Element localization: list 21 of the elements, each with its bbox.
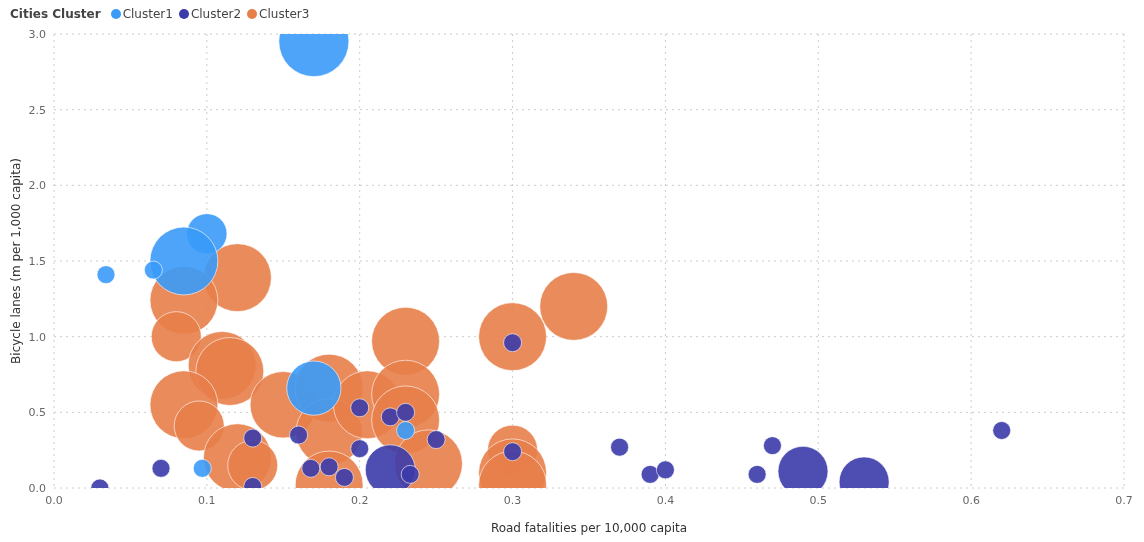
x-tick-label: 0.2 [350,493,369,507]
legend-title: Cities Cluster [10,7,101,21]
x-tick-label: 0.6 [962,493,980,507]
legend-label: Cluster3 [258,7,310,21]
x-axis-title: Road fatalities per 10,000 capita [490,521,688,535]
y-tick-label: 0.0 [28,481,46,495]
y-tick-label: 2.0 [28,179,46,193]
y-tick-label: 1.5 [28,254,46,268]
y-tick-label: 2.5 [28,103,46,117]
x-tick-label: 0.4 [656,493,675,507]
y-axis-title: Bicycle lanes (m per 1,000 capita) [9,158,24,364]
legend-label: Cluster2 [189,7,242,21]
y-tick-label: 3.0 [28,27,46,41]
x-tick-label: 0.0 [45,493,63,507]
y-tick-label: 1.0 [28,330,46,344]
legend-label: Cluster1 [121,7,173,21]
x-tick-label: 0.3 [503,493,522,507]
x-tick-label: 0.1 [198,493,216,507]
x-tick-label: 0.7 [1115,493,1133,507]
x-tick-label: 0.5 [809,493,828,507]
y-tick-label: 0.5 [28,406,46,420]
